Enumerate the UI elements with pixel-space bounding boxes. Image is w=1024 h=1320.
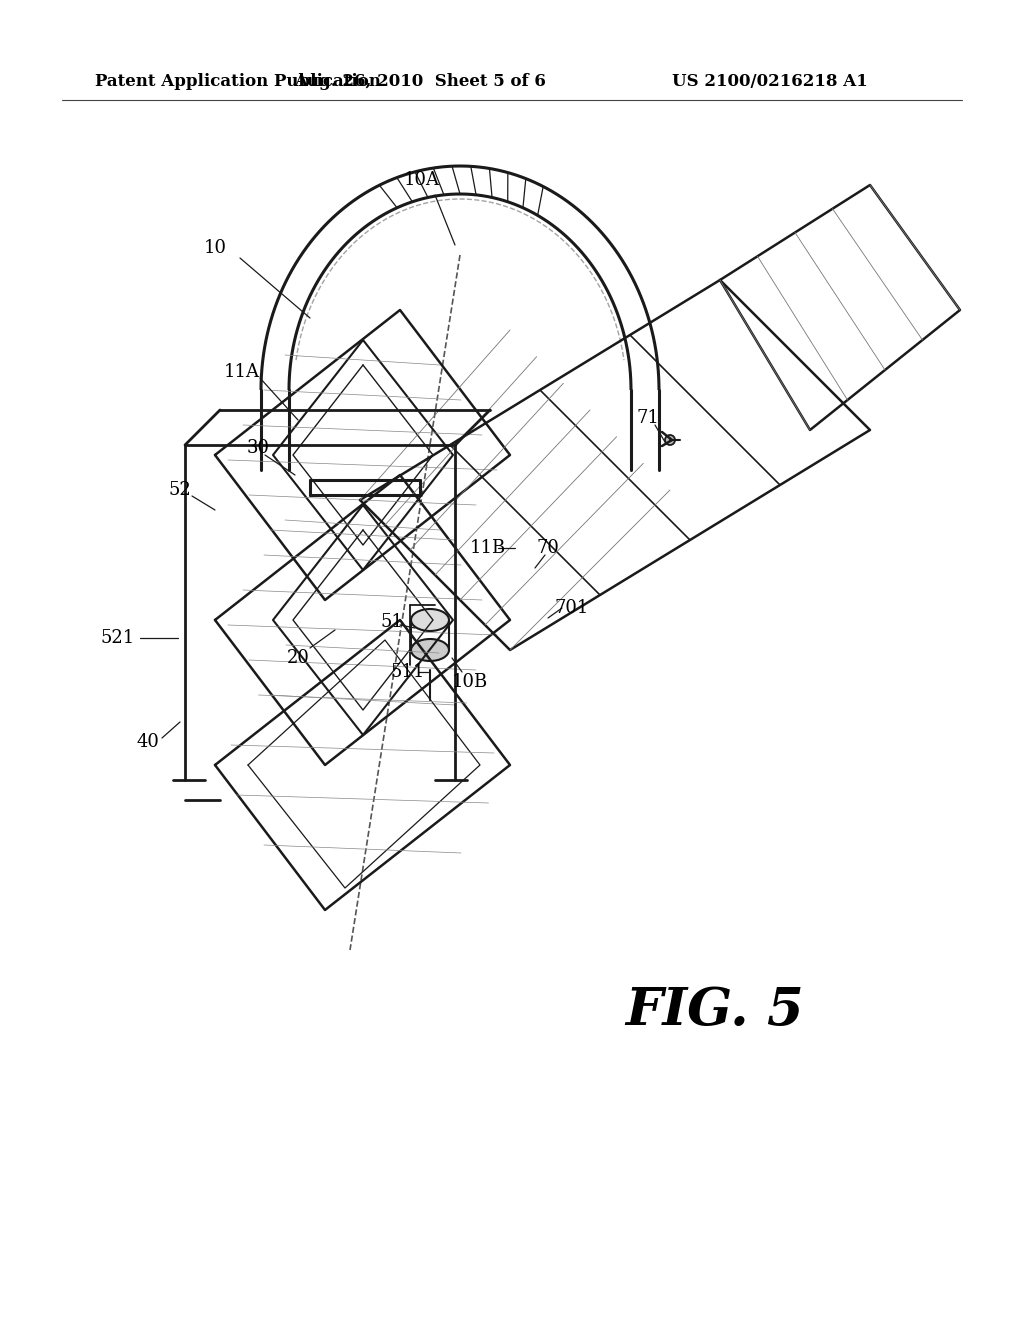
Text: 30: 30 xyxy=(247,440,269,457)
Circle shape xyxy=(665,436,675,445)
Text: 511: 511 xyxy=(391,663,425,681)
Text: 10B: 10B xyxy=(452,673,488,690)
Ellipse shape xyxy=(411,609,449,631)
Text: 51: 51 xyxy=(381,612,403,631)
Text: Patent Application Publication: Patent Application Publication xyxy=(95,74,381,91)
Text: 701: 701 xyxy=(555,599,589,616)
Text: 521: 521 xyxy=(101,630,135,647)
Text: 71: 71 xyxy=(637,409,659,426)
Text: 11B: 11B xyxy=(470,539,506,557)
Text: FIG. 5: FIG. 5 xyxy=(626,985,805,1035)
Text: 40: 40 xyxy=(136,733,160,751)
Text: Aug. 26, 2010  Sheet 5 of 6: Aug. 26, 2010 Sheet 5 of 6 xyxy=(294,74,546,91)
Ellipse shape xyxy=(411,639,449,661)
Text: 10: 10 xyxy=(204,239,226,257)
Text: 11A: 11A xyxy=(224,363,260,381)
Text: 20: 20 xyxy=(287,649,309,667)
Text: 10A: 10A xyxy=(404,172,440,189)
Text: 52: 52 xyxy=(169,480,191,499)
Text: US 2100/0216218 A1: US 2100/0216218 A1 xyxy=(672,74,868,91)
Text: 70: 70 xyxy=(537,539,559,557)
